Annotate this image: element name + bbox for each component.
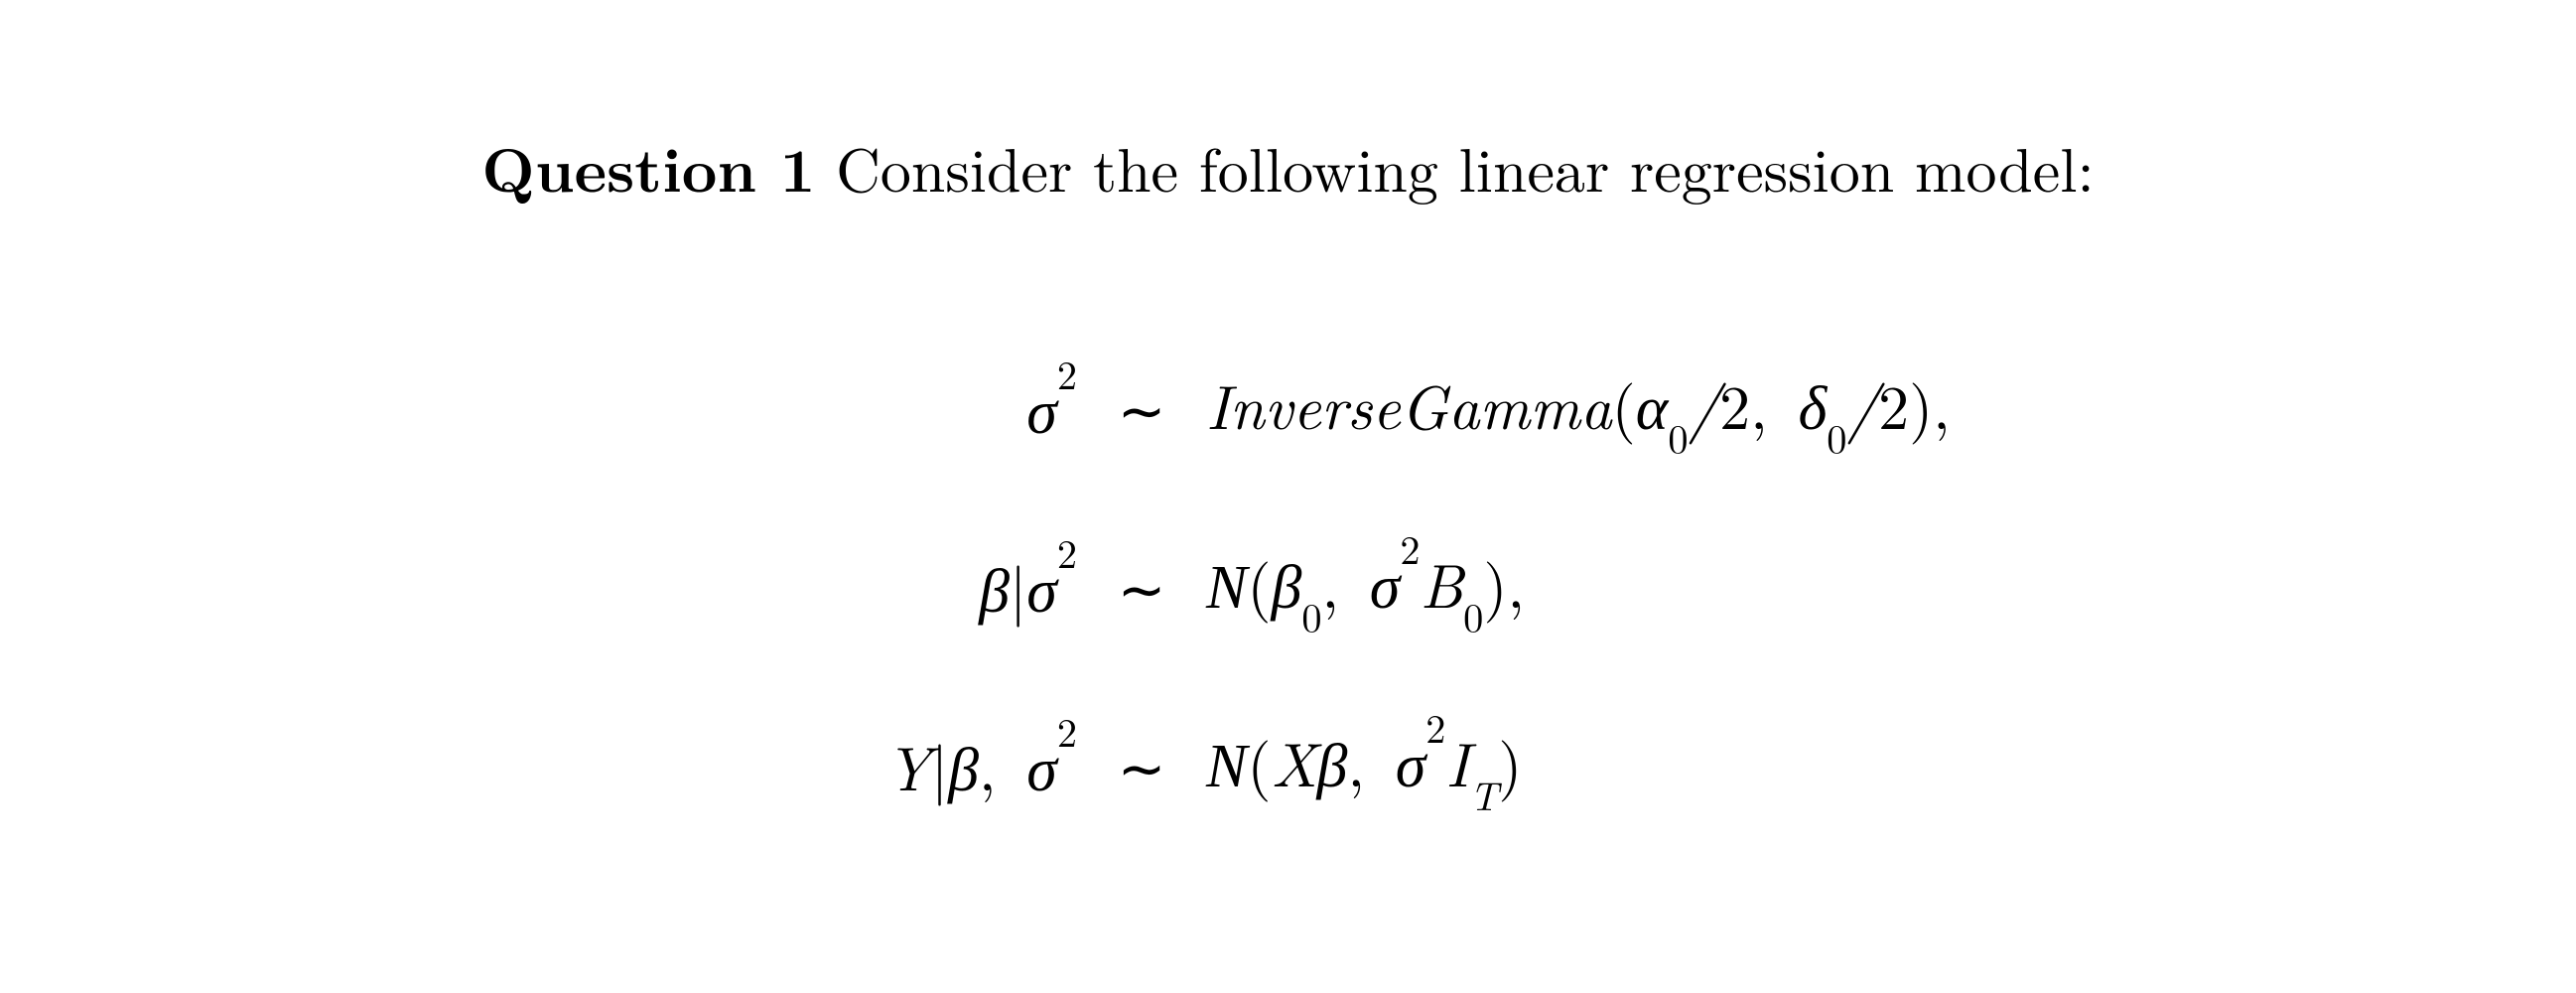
equation-lhs: σ2 [432, 363, 1112, 451]
equation-rhs: N(Xβ, σ2IT) [1171, 717, 2144, 811]
equation-row-sigma-prior: σ2 ∼ InverseGamma(α0/2, δ0/2), [432, 318, 2144, 496]
question-prompt: Consider the following linear regression… [836, 122, 2095, 210]
question-intro: Question 1 Consider the following linear… [0, 129, 2576, 204]
equation-block: σ2 ∼ InverseGamma(α0/2, δ0/2), β|σ2 ∼ N(… [432, 318, 2144, 854]
equation-lhs: β|σ2 [432, 542, 1112, 630]
question-label: Question 1 [481, 123, 815, 211]
equation-relation: ∼ [1112, 545, 1171, 627]
equation-relation: ∼ [1112, 366, 1171, 448]
equation-rhs: N(β0, σ2B0), [1171, 538, 2144, 633]
equation-lhs: Y|β, σ2 [432, 721, 1112, 808]
equation-row-likelihood: Y|β, σ2 ∼ N(Xβ, σ2IT) [432, 675, 2144, 854]
equation-row-beta-prior: β|σ2 ∼ N(β0, σ2B0), [432, 496, 2144, 675]
page: Question 1 Consider the following linear… [0, 0, 2576, 993]
equation-relation: ∼ [1112, 724, 1171, 805]
equation-rhs: InverseGamma(α0/2, δ0/2), [1171, 359, 2144, 454]
